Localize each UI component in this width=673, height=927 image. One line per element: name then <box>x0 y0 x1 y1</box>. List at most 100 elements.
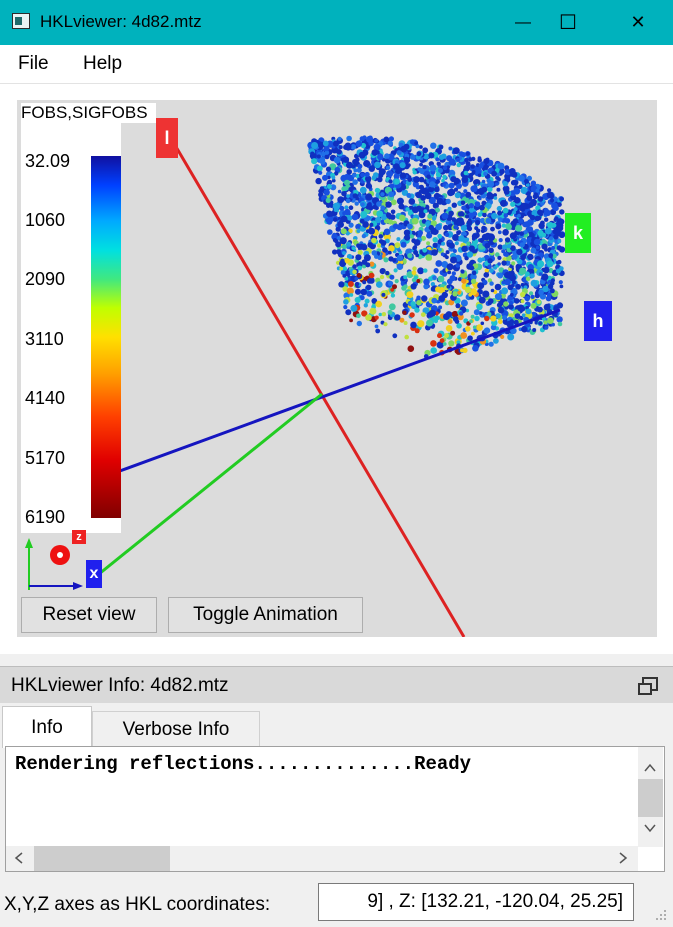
reflection-dot <box>474 315 480 322</box>
reflection-dot <box>352 193 358 199</box>
reflection-dot <box>417 320 425 328</box>
reflection-dot <box>495 313 501 319</box>
reflection-dot <box>378 312 383 317</box>
reflection-dot <box>529 214 536 221</box>
reflection-dot <box>407 163 411 167</box>
reflection-dot <box>460 224 467 232</box>
reflection-dot <box>490 324 497 331</box>
title-bar[interactable]: HKLviewer: 4d82.mtz — ☐ ✕ <box>0 0 673 45</box>
reflection-dot <box>430 340 437 347</box>
reflection-dot <box>407 177 413 182</box>
reflection-dot <box>368 227 375 235</box>
maximize-button[interactable]: ☐ <box>538 0 598 45</box>
reflection-dot <box>343 299 349 305</box>
menu-help[interactable]: Help <box>83 53 123 74</box>
reflection-dot <box>418 176 425 183</box>
reflection-scene[interactable] <box>17 100 657 637</box>
reflection-dot <box>442 165 448 171</box>
reflection-dot <box>494 182 499 186</box>
reflection-dot <box>504 271 511 279</box>
reflection-dot <box>544 209 551 217</box>
reflection-dot <box>356 313 361 319</box>
reflection-dot <box>524 179 529 184</box>
reflection-dot <box>493 196 498 200</box>
reflection-dot <box>456 183 462 189</box>
reflection-dot <box>350 144 357 150</box>
reflection-dot <box>485 202 492 210</box>
reflection-dot <box>388 136 394 142</box>
reflection-dot <box>558 280 563 285</box>
reflection-dot <box>460 299 468 307</box>
reflection-dot <box>412 266 417 271</box>
reflection-dot <box>384 233 391 241</box>
reflection-dot <box>461 176 469 183</box>
reflection-dot <box>342 251 346 256</box>
reflection-dot <box>529 269 535 274</box>
info-text-area[interactable]: Rendering reflections..............Ready <box>5 746 665 872</box>
tab-info[interactable]: Info <box>2 706 92 748</box>
reflection-dot <box>470 185 478 193</box>
reflection-dot <box>552 253 557 259</box>
tab-verbose-info[interactable]: Verbose Info <box>92 711 260 747</box>
reflection-dot <box>331 175 336 180</box>
reflection-dot <box>448 340 455 347</box>
reciprocal-space-viewer[interactable]: 32.09 1060 2090 3110 4140 5170 6190 FOBS… <box>17 100 657 637</box>
reflection-dot <box>371 175 377 180</box>
reflection-dot <box>387 250 392 255</box>
reflection-dot <box>438 295 446 302</box>
reflection-dot <box>550 280 555 286</box>
reflection-dot <box>519 242 525 248</box>
reflection-dot <box>417 267 424 275</box>
toggle-animation-button[interactable]: Toggle Animation <box>168 597 363 633</box>
reflection-dot <box>487 312 492 317</box>
reflection-dot <box>340 270 346 276</box>
reflection-dot <box>530 279 538 287</box>
reflection-dot <box>505 223 512 230</box>
reflection-dot <box>315 177 322 185</box>
hkl-coordinates-field[interactable]: 9] , Z: [132.21, -120.04, 25.25] <box>318 883 634 921</box>
reflection-dot <box>368 165 375 172</box>
reflection-dot <box>537 196 544 202</box>
float-dock-icon[interactable] <box>638 677 658 695</box>
vertical-scrollbar[interactable] <box>638 747 663 847</box>
reflection-dot <box>323 189 330 196</box>
reflection-dot <box>542 285 549 293</box>
reflection-dot <box>392 223 399 229</box>
reflection-dot <box>357 163 363 169</box>
reflection-dot <box>497 162 505 170</box>
reflection-dot <box>487 301 492 306</box>
reflection-dot <box>488 247 494 254</box>
reflection-dot <box>393 173 400 180</box>
reflection-dot <box>482 290 490 298</box>
horizontal-scrollbar[interactable] <box>6 846 638 871</box>
reflection-dot <box>476 324 483 331</box>
reflection-dot <box>365 182 372 189</box>
minimize-button[interactable]: — <box>493 0 553 45</box>
reflection-dot <box>368 272 375 279</box>
reflection-dot <box>468 203 474 209</box>
reset-view-button[interactable]: Reset view <box>21 597 157 633</box>
reflection-dot <box>467 212 474 219</box>
reflection-dot <box>504 252 509 257</box>
reflection-dot <box>408 198 416 205</box>
reflection-dot <box>397 248 401 253</box>
status-bar: X,Y,Z axes as HKL coordinates: 9] , Z: [… <box>0 880 673 927</box>
reflection-dot <box>498 238 503 243</box>
reflection-dot <box>533 238 541 246</box>
reflection-dot <box>348 205 354 210</box>
reflection-dot <box>365 175 372 182</box>
reflection-dot <box>432 237 438 243</box>
reflection-dot <box>454 349 459 354</box>
reflection-dot <box>435 286 441 293</box>
reflection-dot <box>476 303 483 311</box>
reflection-dot <box>326 184 332 189</box>
reflection-dot <box>527 226 534 233</box>
reflection-dot <box>501 223 507 228</box>
menu-file[interactable]: File <box>18 53 49 74</box>
resize-grip-icon[interactable] <box>654 908 668 922</box>
reflection-dot <box>469 319 473 324</box>
reflection-dot <box>456 340 461 345</box>
axis-label-h: h <box>584 301 612 341</box>
reflection-dot <box>510 179 517 186</box>
close-button[interactable]: ✕ <box>608 0 668 45</box>
